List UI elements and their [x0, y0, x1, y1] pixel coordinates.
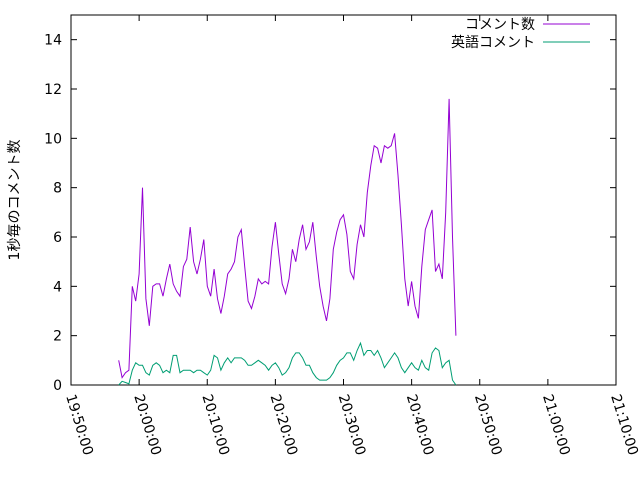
y-axis: 0 2 4 6 8 10 12 14: [44, 33, 616, 394]
legend-label: コメント数: [465, 17, 535, 33]
series-line-2: [118, 341, 457, 386]
y-tick-label: 2: [53, 329, 62, 345]
x-tick-label: 21:00:00: [539, 392, 573, 457]
x-tick-label: 20:30:00: [335, 392, 369, 457]
y-tick-label: 8: [53, 181, 62, 197]
y-tick-label: 14: [44, 33, 62, 49]
x-tick-label: 19:50:00: [62, 392, 96, 457]
y-tick-label: 0: [53, 378, 62, 394]
x-tick-label: 21:10:00: [607, 392, 640, 457]
x-tick-label: 20:50:00: [471, 392, 505, 457]
y-tick-label: 10: [44, 131, 62, 147]
series-layer: [118, 98, 457, 386]
legend-label: 英語コメント: [451, 34, 535, 51]
x-axis: 19:50:00 20:00:00 20:10:00 20:20:00 20:30:00…: [62, 15, 640, 457]
series-line-1: [118, 98, 457, 379]
x-tick-label: 20:10:00: [198, 392, 232, 457]
x-tick-label: 20:00:00: [130, 392, 164, 457]
y-tick-label: 4: [53, 279, 62, 295]
x-tick-label: 20:20:00: [267, 392, 301, 457]
y-tick-label: 12: [44, 82, 62, 98]
y-axis-label: 1秒毎のコメント数: [7, 140, 23, 261]
y-tick-label: 6: [53, 230, 62, 246]
x-tick-label: 20:40:00: [403, 392, 437, 457]
plot-frame: [70, 14, 617, 386]
